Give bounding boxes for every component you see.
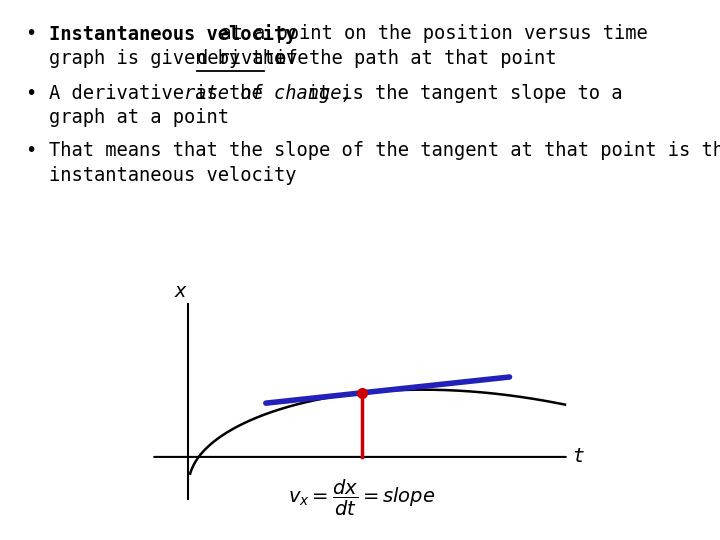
Text: •: • xyxy=(25,141,37,160)
Text: rate of change,: rate of change, xyxy=(184,84,352,103)
Text: Instantaneous velocity: Instantaneous velocity xyxy=(49,24,297,44)
Text: •: • xyxy=(25,84,37,103)
Text: x: x xyxy=(175,282,186,301)
Text: •: • xyxy=(25,24,37,43)
Text: t: t xyxy=(572,448,584,467)
Text: it is the tangent slope to a: it is the tangent slope to a xyxy=(284,84,622,103)
Text: derivative: derivative xyxy=(197,49,310,68)
Text: at a point on the position versus time: at a point on the position versus time xyxy=(209,24,647,43)
Text: That means that the slope of the tangent at that point is the: That means that the slope of the tangent… xyxy=(49,141,720,160)
Text: graph at a point: graph at a point xyxy=(49,108,229,127)
Text: of the path at that point: of the path at that point xyxy=(264,49,557,68)
Text: $v_x = \dfrac{dx}{dt} = slope$: $v_x = \dfrac{dx}{dt} = slope$ xyxy=(288,478,436,518)
Text: A derivative is the: A derivative is the xyxy=(49,84,274,103)
Text: graph is given by the: graph is given by the xyxy=(49,49,297,68)
Text: instantaneous velocity: instantaneous velocity xyxy=(49,166,297,185)
